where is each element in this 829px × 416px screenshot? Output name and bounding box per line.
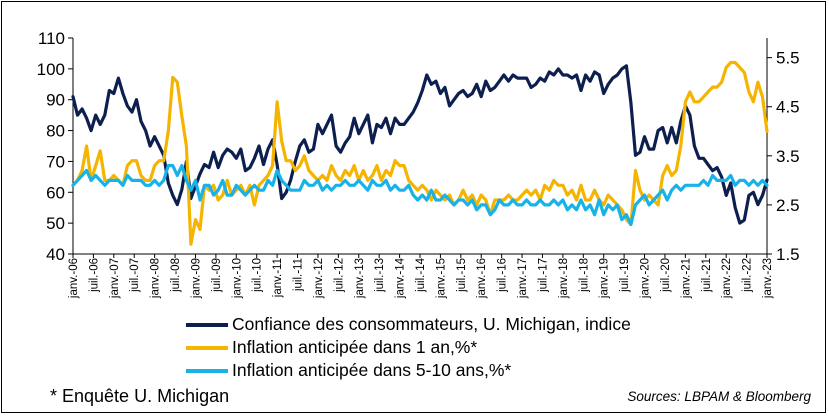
source-note: Sources: LBPAM & Bloomberg [627, 389, 811, 404]
x-tick-label: janv.-23 [762, 258, 774, 299]
legend-entry: Confiance des consommateurs, U. Michigan… [186, 313, 631, 336]
y-right-tick-label: 3.5 [776, 147, 800, 166]
y-left-tick-label: 110 [38, 29, 65, 48]
legend-label: Confiance des consommateurs, U. Michigan… [232, 314, 631, 334]
y-right-tick-label: 5.5 [776, 49, 800, 68]
x-tick-label: janv.-16 [476, 258, 488, 299]
x-tick-label: janv.-09 [190, 258, 202, 299]
legend-entry: Inflation anticipée dans 1 an,%* [186, 336, 631, 359]
x-tick-label: janv.-17 [517, 258, 529, 299]
x-tick-label: juil.-15 [456, 258, 468, 293]
x-tick-label: juil.-17 [537, 258, 549, 293]
x-tick-label: juil.-06 [88, 258, 100, 293]
x-tick-label: juil.-22 [742, 258, 754, 293]
x-tick-label: juil.-20 [660, 258, 672, 293]
x-tick-label: janv.-19 [599, 258, 611, 299]
y-right-tick-label: 4.5 [776, 98, 800, 117]
x-tick-label: juil.-14 [415, 257, 427, 292]
legend-swatch [186, 368, 228, 373]
x-tick-label: janv.-14 [395, 257, 407, 299]
x-tick-label: janv.-12 [313, 258, 325, 299]
legend-swatch [186, 322, 228, 327]
x-tick-label: juil.-13 [374, 258, 386, 293]
x-tick-label: juil.-21 [701, 258, 713, 293]
series-line-2 [71, 164, 769, 227]
x-tick-label: juil.-19 [619, 258, 631, 293]
x-tick-label: juil.-08 [170, 258, 182, 293]
x-tick-label: janv.-11 [272, 258, 284, 298]
legend-label: Inflation anticipée dans 5-10 ans,%* [232, 360, 512, 380]
x-tick-label: janv.-06 [68, 258, 80, 299]
x-tick-label: janv.-13 [354, 258, 366, 299]
x-tick-label: janv.-10 [231, 258, 243, 299]
x-tick-label: janv.-18 [558, 258, 570, 299]
y-left-tick-label: 80 [46, 122, 65, 141]
x-tick-label: janv.-22 [721, 258, 733, 299]
x-tick-label: janv.-20 [640, 258, 652, 299]
chart-legend: Confiance des consommateurs, U. Michigan… [186, 313, 631, 382]
footnote: * Enquête U. Michigan [50, 386, 230, 406]
y-right-tick-label: 2.5 [776, 196, 800, 215]
x-tick-label: janv.-07 [109, 258, 121, 299]
y-left-tick-label: 40 [46, 245, 65, 264]
legend-swatch [186, 345, 228, 350]
legend-label: Inflation anticipée dans 1 an,%* [232, 337, 478, 357]
y-left-tick-label: 90 [46, 91, 65, 110]
series-line-1 [71, 60, 769, 246]
x-tick-label: janv.-15 [435, 258, 447, 299]
x-tick-label: juil.-12 [333, 258, 345, 293]
y-left-tick-label: 50 [46, 214, 65, 233]
y-right-tick-label: 1.5 [776, 245, 800, 264]
x-tick-label: juil.-10 [252, 258, 264, 293]
x-tick-label: juil.-11 [293, 258, 305, 292]
x-tick-label: janv.-21 [680, 258, 692, 299]
x-tick-label: juil.-16 [497, 258, 509, 293]
x-tick-label: juil.-07 [129, 258, 141, 293]
y-left-tick-label: 100 [37, 60, 65, 79]
x-tick-label: juil.-09 [211, 258, 223, 293]
x-tick-label: janv.-08 [150, 258, 162, 299]
y-left-tick-label: 70 [46, 152, 65, 171]
x-tick-label: juil.-18 [578, 258, 590, 293]
y-left-tick-label: 60 [46, 183, 65, 202]
legend-entry: Inflation anticipée dans 5-10 ans,%* [186, 359, 631, 382]
